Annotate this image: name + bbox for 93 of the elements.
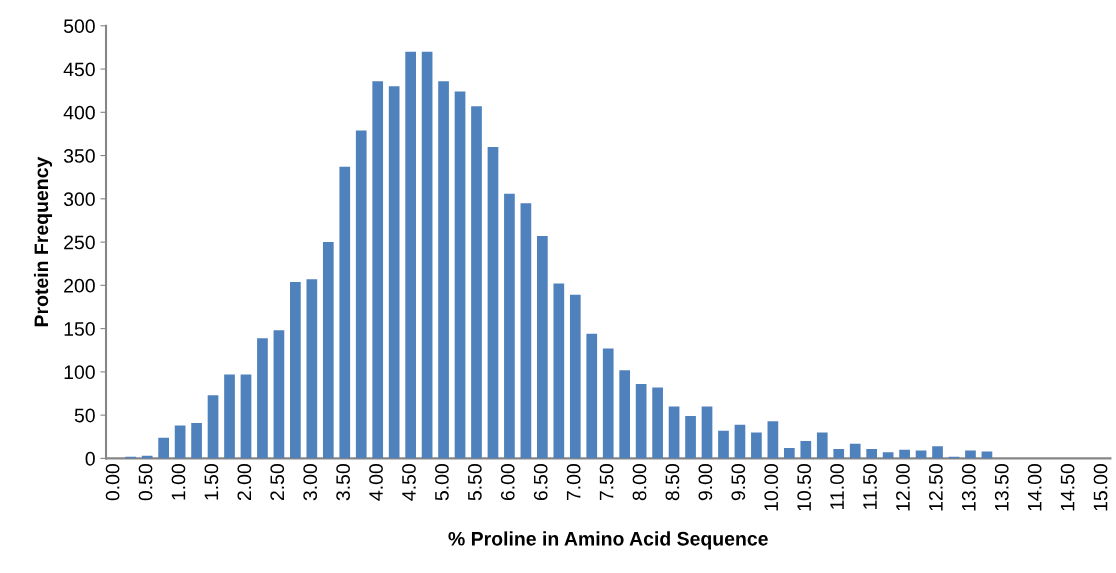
bar xyxy=(322,242,334,459)
y-tick-label: 450 xyxy=(63,62,95,77)
bar xyxy=(273,330,285,459)
bar xyxy=(207,395,219,459)
bar xyxy=(602,348,614,459)
bar xyxy=(240,374,252,459)
bar xyxy=(191,422,202,459)
y-tick-label: 50 xyxy=(74,408,95,423)
y-tick-label: 350 xyxy=(63,149,95,163)
x-tick-label: 7.00 xyxy=(566,464,581,501)
x-tick-label: 0.50 xyxy=(138,464,153,501)
y-tick-label: 200 xyxy=(64,278,95,293)
x-tick-label: 3.00 xyxy=(303,464,318,501)
bar xyxy=(619,370,631,459)
y-tick-label: 500 xyxy=(63,19,95,34)
bar xyxy=(339,166,351,459)
bar xyxy=(965,450,976,459)
bar xyxy=(405,51,416,459)
bar xyxy=(290,281,301,459)
x-tick-label: 4.00 xyxy=(369,464,383,501)
bar xyxy=(981,451,993,459)
bar xyxy=(355,130,367,459)
bar xyxy=(174,425,186,459)
bar xyxy=(537,236,548,459)
y-tick-label: 300 xyxy=(63,192,95,207)
bar xyxy=(635,383,647,459)
x-tick-label: 11.50 xyxy=(863,464,877,509)
bar xyxy=(849,443,861,459)
x-tick-label: 8.00 xyxy=(632,464,647,501)
bar xyxy=(569,294,581,459)
x-tick-label: 13.50 xyxy=(994,464,1009,511)
bar xyxy=(487,146,499,459)
bar xyxy=(685,416,696,459)
x-tick-label: 5.00 xyxy=(435,464,449,501)
x-tick-label: 8.50 xyxy=(665,464,680,501)
bar xyxy=(471,106,482,459)
bar xyxy=(866,448,878,459)
bar xyxy=(800,441,812,459)
bar xyxy=(734,424,746,459)
bar xyxy=(882,452,894,459)
bar xyxy=(306,279,318,459)
x-axis-title: % Proline in Amino Acid Sequence xyxy=(448,531,768,550)
bar xyxy=(224,374,235,459)
x-tick-label: 12.50 xyxy=(928,464,943,511)
x-tick-label: 0.00 xyxy=(105,464,120,501)
x-tick-label: 7.50 xyxy=(599,464,614,501)
bar xyxy=(158,437,169,459)
x-tick-label: 12.00 xyxy=(896,464,910,511)
bar xyxy=(668,406,680,459)
bar xyxy=(833,448,845,459)
bar xyxy=(520,203,532,459)
y-tick-label: 0 xyxy=(85,451,95,466)
bar xyxy=(899,449,910,459)
y-tick-label: 150 xyxy=(64,322,95,336)
y-axis-title: Protein Frequency xyxy=(33,156,53,327)
x-tick-label: 13.00 xyxy=(961,464,976,511)
y-tick-label: 400 xyxy=(63,105,95,120)
x-tick-label: 5.50 xyxy=(467,464,482,501)
bar xyxy=(718,430,729,459)
bar xyxy=(553,283,565,459)
x-tick-label: 11.00 xyxy=(830,464,844,509)
x-tick-label: 14.50 xyxy=(1060,464,1075,511)
bar xyxy=(816,432,828,459)
bar xyxy=(701,406,713,459)
x-tick-label: 6.50 xyxy=(533,464,548,501)
bar xyxy=(388,86,400,459)
bar xyxy=(783,448,795,459)
bar xyxy=(421,51,433,459)
bar xyxy=(932,446,943,459)
bar xyxy=(504,193,515,459)
bar xyxy=(438,81,449,459)
x-tick-label: 1.00 xyxy=(171,464,186,500)
x-tick-label: 3.50 xyxy=(336,464,350,501)
bar xyxy=(751,432,762,459)
x-tick-label: 10.00 xyxy=(764,464,779,511)
bar xyxy=(586,333,598,459)
x-tick-label: 9.50 xyxy=(731,464,746,501)
x-tick-label: 4.50 xyxy=(402,464,416,501)
x-tick-label: 2.50 xyxy=(270,464,285,501)
x-tick-label: 14.00 xyxy=(1027,464,1042,511)
y-tick-label: 100 xyxy=(64,365,95,380)
bar xyxy=(652,387,663,459)
bar xyxy=(257,338,268,459)
y-tick-label: 250 xyxy=(64,235,95,250)
x-tick-label: 2.00 xyxy=(237,464,252,501)
x-tick-label: 1.50 xyxy=(204,464,219,500)
x-tick-label: 15.00 xyxy=(1093,464,1108,511)
bar xyxy=(454,91,466,459)
bar xyxy=(372,81,384,459)
bar xyxy=(767,421,779,459)
x-tick-label: 9.00 xyxy=(698,464,713,501)
x-tick-label: 6.00 xyxy=(500,464,515,501)
x-tick-label: 10.50 xyxy=(797,464,812,511)
